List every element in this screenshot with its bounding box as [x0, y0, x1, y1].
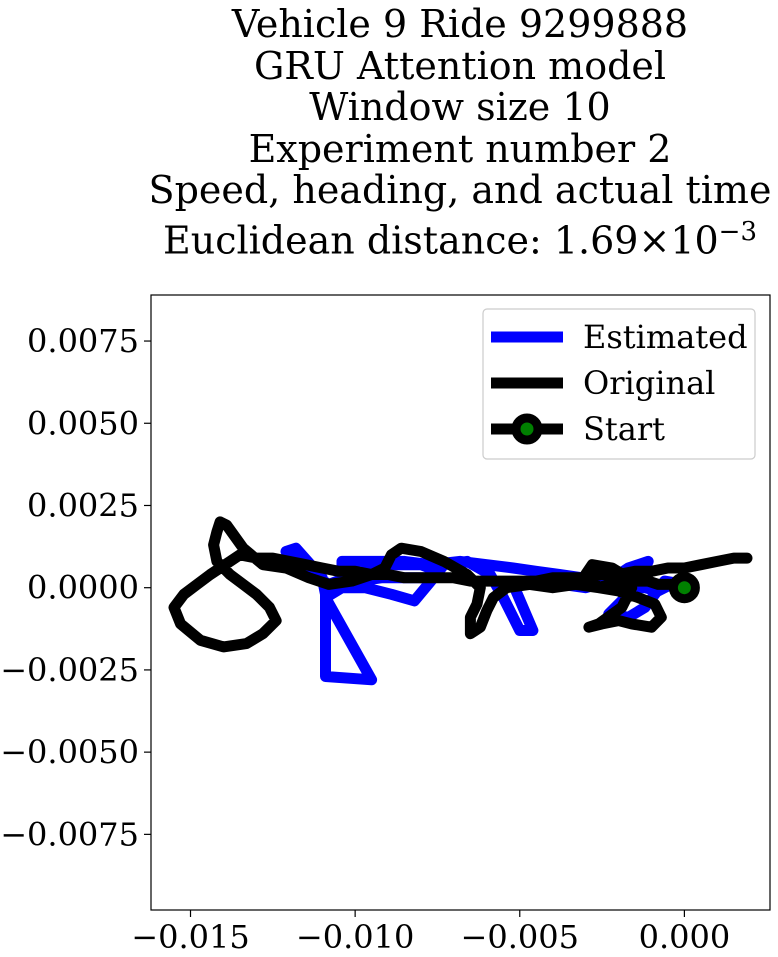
exponent-power: −3	[718, 216, 757, 247]
y-tick-label: 0.0050	[27, 404, 139, 442]
x-tick-label: −0.005	[461, 918, 579, 956]
legend-label-start: Start	[583, 410, 665, 448]
legend-label-original: Original	[583, 364, 715, 402]
x-tick-label: 0.000	[639, 918, 731, 956]
y-tick-label: −0.0050	[0, 733, 139, 771]
chart-title: Vehicle 9 Ride 9299888 GRU Attention mod…	[60, 2, 778, 262]
legend-label-estimated: Estimated	[583, 318, 748, 356]
distance-prefix: Euclidean distance: 1.69	[163, 218, 639, 263]
y-tick-label: 0.0025	[27, 486, 139, 524]
series-original-line	[168, 516, 753, 653]
y-tick-label: 0.0000	[27, 569, 139, 607]
times-sign: ×	[638, 218, 671, 263]
title-line: Vehicle 9 Ride 9299888	[231, 2, 689, 46]
start-marker	[668, 572, 700, 604]
y-tick-label: −0.0075	[0, 815, 139, 853]
x-tick-label: −0.015	[131, 918, 249, 956]
title-line: Window size 10	[309, 85, 611, 129]
y-tick-label: 0.0075	[27, 322, 139, 360]
distance-line: Euclidean distance: 1.69×10−3	[60, 212, 778, 262]
title-line: Experiment number 2	[248, 126, 672, 171]
legend-box	[482, 308, 756, 460]
plot-frame	[150, 294, 771, 911]
y-tick-label: −0.0025	[0, 651, 139, 689]
title-line: GRU Attention model	[253, 43, 667, 88]
legend: Estimated Original Start	[482, 308, 756, 460]
legend-start-marker	[511, 413, 543, 445]
exponent-base: 10	[670, 218, 719, 263]
x-tick-label: −0.010	[296, 918, 414, 956]
title-line: Speed, heading, and actual time	[148, 168, 772, 212]
